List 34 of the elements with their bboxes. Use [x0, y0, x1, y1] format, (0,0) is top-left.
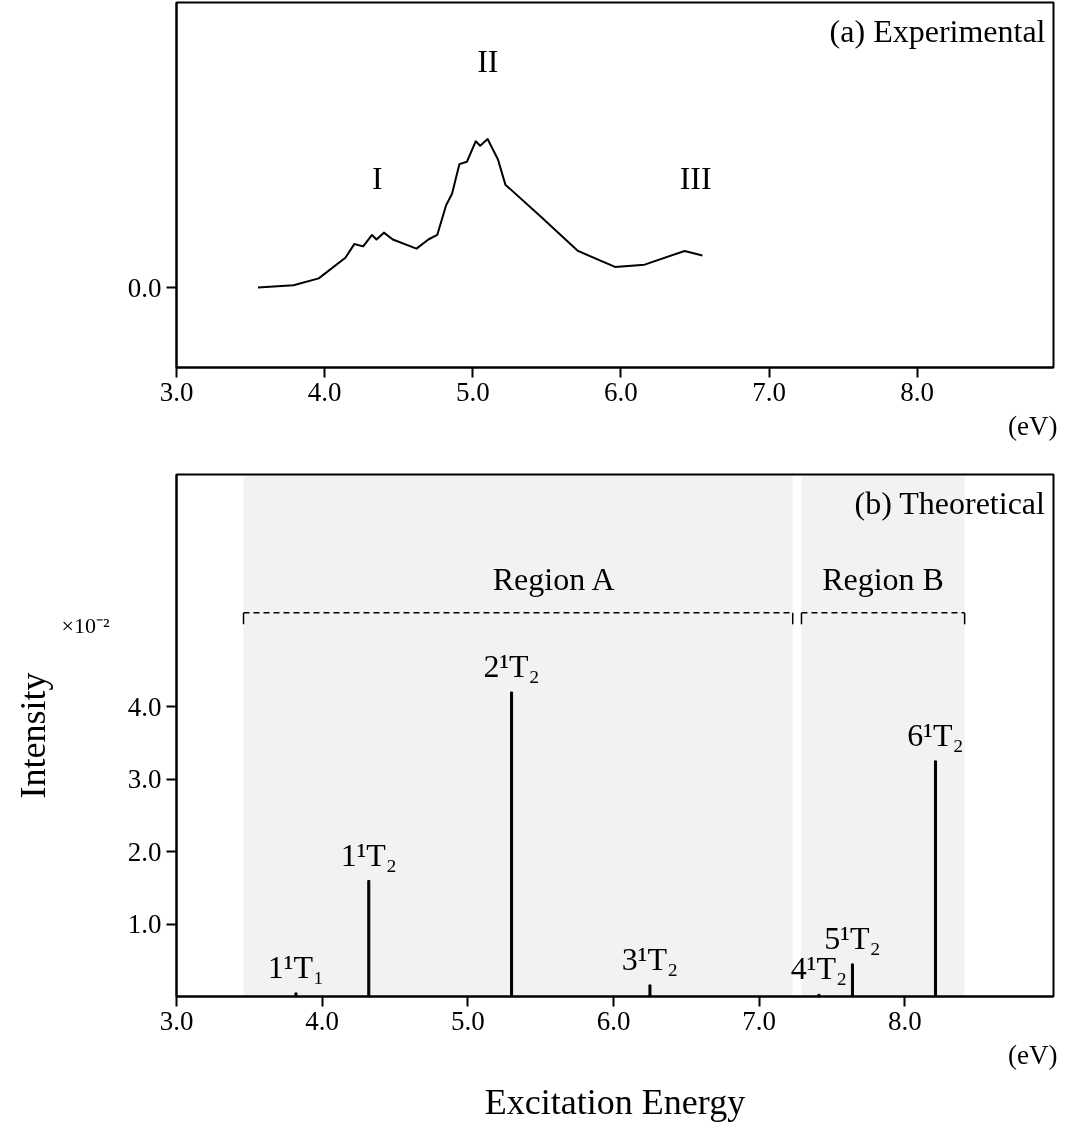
- text: 0.0: [127, 272, 162, 303]
- x-tick-label: 7.0: [742, 1005, 777, 1036]
- annotation: III: [679, 159, 712, 196]
- y-tick-label: 2.0: [127, 836, 162, 867]
- chart-title: (b) Theoretical: [854, 484, 1046, 521]
- y-axis-title: Intensity: [13, 672, 54, 799]
- band-label: Region B: [822, 560, 944, 597]
- x-tick-label: 5.0: [450, 1005, 485, 1036]
- x-tick-label: 6.0: [596, 1005, 631, 1036]
- annotation: 1¹T₁: [267, 948, 325, 985]
- annotation: 3¹T₂: [621, 940, 679, 977]
- x-tick-label: 3.0: [159, 1005, 194, 1036]
- text: ×10⁻²: [61, 613, 110, 639]
- x-tick-label: 4.0: [305, 1005, 340, 1036]
- text: (eV): [1008, 410, 1058, 441]
- band-label: Region A: [492, 560, 615, 597]
- x-axis-title: Excitation Energy: [484, 1081, 746, 1122]
- annotation: I: [372, 159, 383, 196]
- annotation: 2¹T₂: [483, 648, 540, 684]
- chart-title: (a) Experimental: [829, 12, 1046, 49]
- text: (eV): [1008, 1039, 1058, 1070]
- y-tick-label: 3.0: [127, 764, 162, 794]
- y-tick-label: 1.0: [127, 909, 162, 939]
- x-tick-label: 8.0: [888, 1005, 922, 1036]
- x-tick-label: 3.0: [159, 376, 194, 407]
- x-tick-label: 8.0: [900, 376, 935, 407]
- x-tick-label: 7.0: [752, 376, 786, 407]
- y-tick-label: 4.0: [127, 691, 162, 722]
- text: II: [477, 42, 499, 79]
- x-tick-label: 6.0: [604, 376, 638, 407]
- annotation: 1¹T₂: [340, 836, 397, 873]
- annotation: 6¹T₂: [907, 716, 964, 753]
- x-tick-label: 4.0: [307, 376, 342, 407]
- x-tick-label: 5.0: [455, 376, 490, 407]
